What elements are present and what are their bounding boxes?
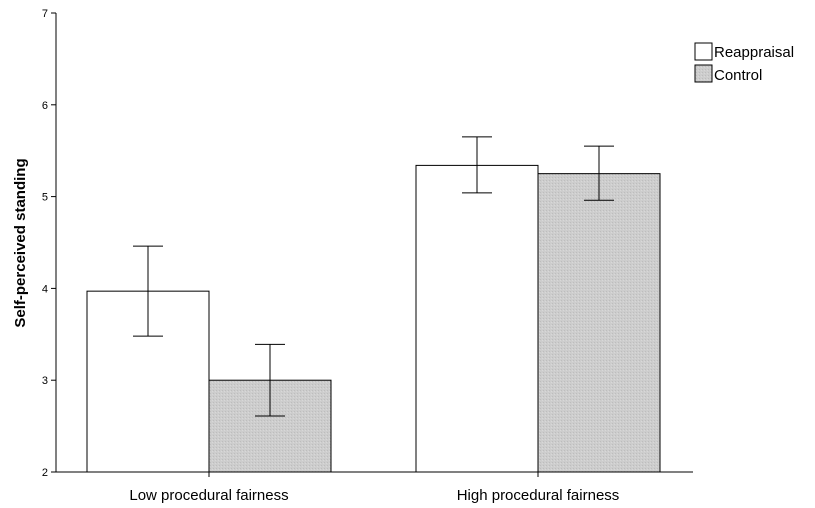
bars: [86, 164, 661, 473]
y-tick-label: 4: [42, 283, 48, 295]
bar-reappraisal-high-procedural-fairness: [415, 164, 539, 473]
x-axis: Low procedural fairness High procedural f…: [56, 471, 693, 504]
x-category-label: Low procedural fairness: [129, 487, 288, 504]
error-bars: [133, 136, 614, 417]
bar-control-high-procedural-fairness: [537, 173, 661, 473]
legend: Reappraisal Control: [694, 42, 794, 84]
y-tick-label: 6: [42, 100, 48, 112]
y-axis-title: Self-perceived standing: [12, 158, 29, 327]
y-tick-label: 3: [42, 375, 48, 387]
y-tick-label: 5: [42, 192, 48, 204]
y-tick-label: 2: [42, 467, 48, 479]
x-category-label: High procedural fairness: [457, 487, 620, 504]
y-axis: 2 3 4 5 6 7: [42, 8, 57, 479]
y-tick-label: 7: [42, 8, 48, 20]
legend-swatch-reappraisal: [694, 42, 713, 61]
legend-label-control: Control: [714, 67, 762, 84]
legend-swatch-control: [694, 64, 713, 83]
legend-label-reappraisal: Reappraisal: [714, 44, 794, 61]
